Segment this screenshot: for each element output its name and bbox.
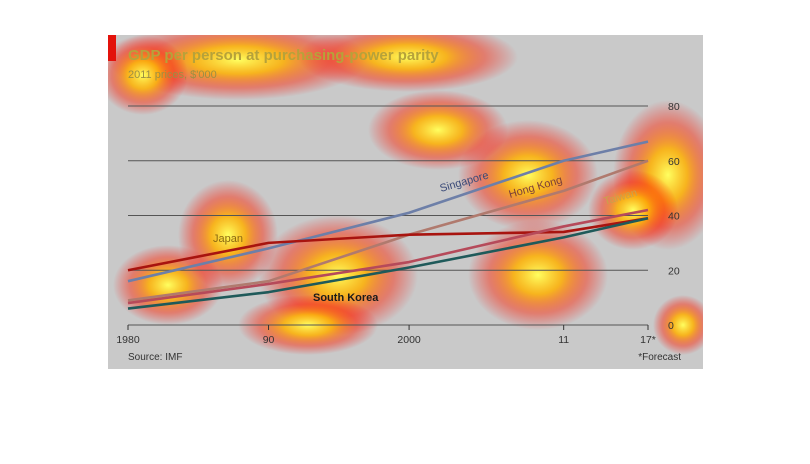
- y-tick-label: 60: [668, 156, 680, 168]
- series-label-south-korea: South Korea: [313, 292, 379, 304]
- series-line-singapore: [127, 140, 649, 283]
- heat-blob: [108, 35, 188, 115]
- heat-blob: [653, 295, 703, 355]
- series-line-south-korea: [127, 216, 649, 310]
- chart-title: GDP per person at purchasing-power parit…: [128, 47, 439, 64]
- series-label-taiwan: Taiwan: [603, 187, 639, 208]
- attention-heatmap-overlay: [108, 35, 703, 355]
- x-tick-label: 11: [558, 334, 569, 346]
- x-tick-label: 17*: [640, 334, 656, 346]
- y-tick-label: 20: [668, 265, 680, 277]
- heat-blob: [298, 35, 518, 92]
- y-tick-label: 0: [668, 320, 674, 332]
- series-label-singapore: Singapore: [439, 170, 491, 195]
- heat-blob: [468, 220, 608, 330]
- chart-subtitle: 2011 prices, $'000: [128, 69, 217, 81]
- series-label-hong-kong: Hong Kong: [508, 174, 564, 201]
- series-label-japan: Japan: [213, 233, 243, 245]
- red-corner-tab: [108, 35, 116, 61]
- y-tick-label: 40: [668, 211, 680, 223]
- x-tick-label: 90: [263, 334, 275, 346]
- x-tick-label: 1980: [116, 334, 140, 346]
- heat-blob: [588, 170, 678, 250]
- chart-figure: GDP per person at purchasing-power parit…: [108, 35, 703, 369]
- heat-blob: [368, 90, 508, 170]
- series-line-japan: [127, 216, 649, 272]
- line-chart: 0 20 40 60 80 1980 90 2000 11 17* Singapore Hong Ko…: [116, 101, 680, 346]
- series-line-taiwan: [127, 208, 649, 305]
- x-tick-label: 2000: [397, 334, 421, 346]
- y-tick-label: 80: [668, 101, 680, 113]
- chart-source: Source: IMF: [128, 352, 183, 363]
- chart-footnote: *Forecast: [638, 352, 681, 363]
